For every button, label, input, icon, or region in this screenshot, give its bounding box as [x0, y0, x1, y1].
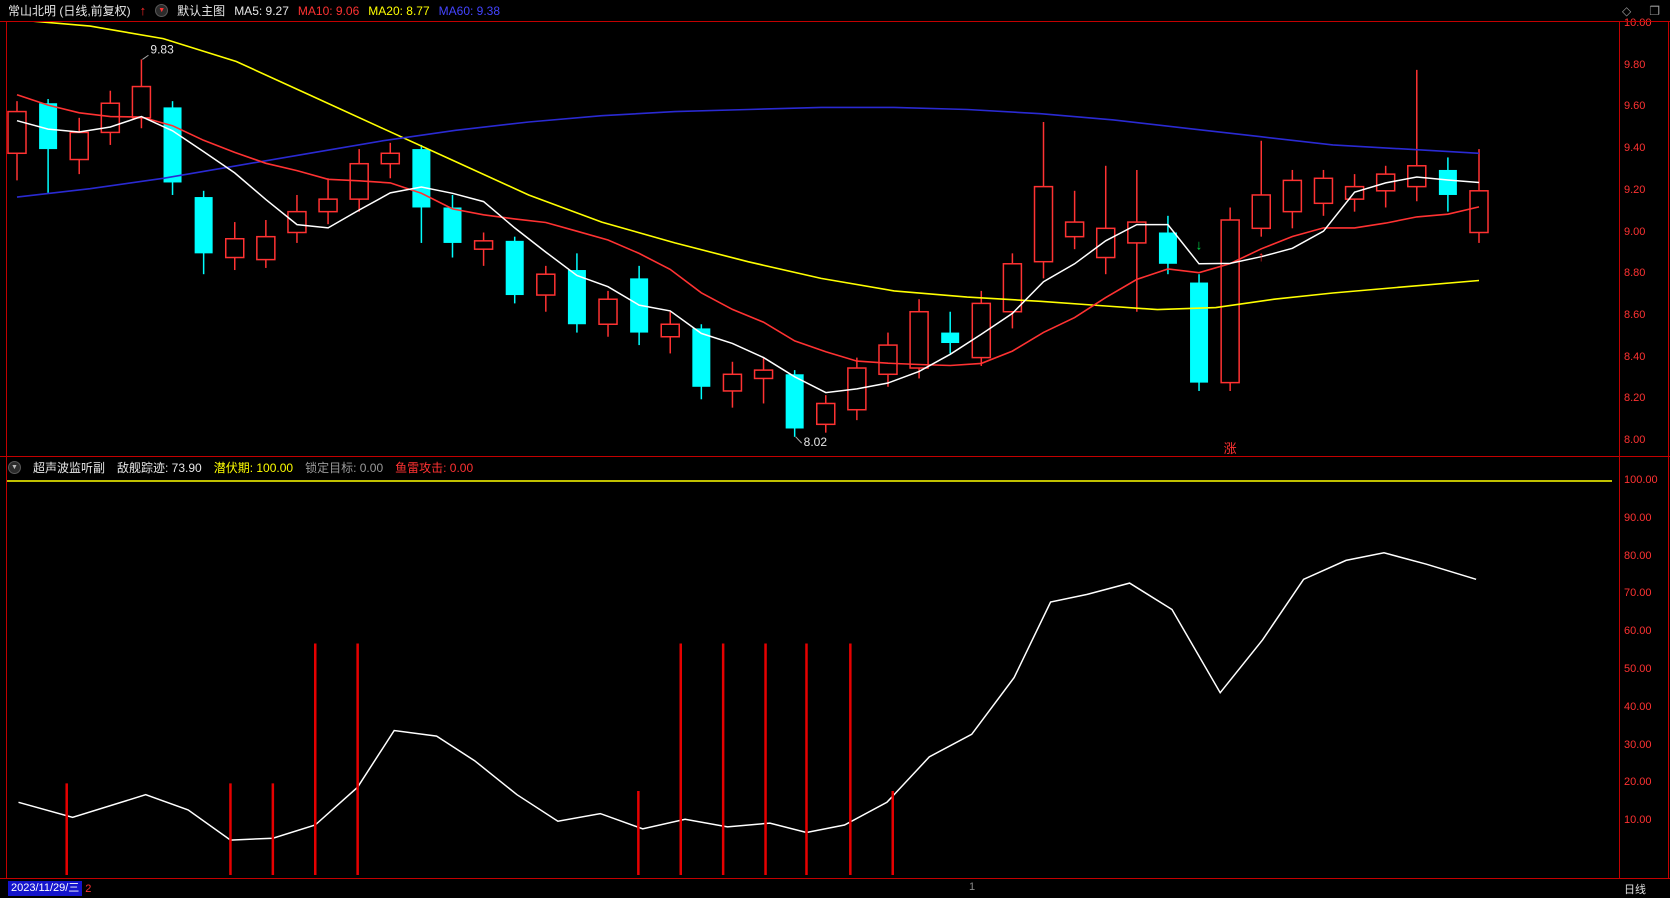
ma60-readout: MA60: 9.38 [438, 3, 501, 18]
date-flag: 2 [85, 882, 92, 895]
indicator-collapse-icon[interactable]: ▼ [8, 460, 21, 474]
preset-label[interactable]: 默认主图 [177, 4, 226, 18]
indicator-selector-icon[interactable]: ▼ [155, 4, 169, 17]
svg-text:↓: ↓ [1196, 236, 1203, 252]
status-bar: 2023/11/29/三 2 1 日线 [0, 879, 1670, 898]
svg-text:9.83: 9.83 [150, 42, 174, 56]
price-axis-tick: 9.60 [1624, 100, 1646, 113]
footer-divider-line [0, 878, 1670, 879]
price-axis-tick: 10.00 [1624, 17, 1652, 29]
price-axis-tick: 8.80 [1624, 267, 1646, 280]
indicator-axis-tick: 50.00 [1624, 663, 1652, 675]
stock-title: 常山北明 (日线,前复权) [8, 4, 131, 18]
date-box[interactable]: 2023/11/29/三 [8, 881, 83, 896]
indicator-canvas[interactable] [0, 477, 1619, 878]
header-divider-line [0, 21, 1670, 22]
price-axis-tick: 9.80 [1624, 58, 1646, 71]
ma5-readout: MA5: 9.27 [234, 3, 289, 18]
indicator-axis-tick: 20.00 [1624, 776, 1652, 789]
main-chart-header: 常山北明 (日线,前复权) ↑ ▼ 默认主图 MA5: 9.27 MA10: 9… [0, 0, 1670, 21]
indicator-axis-tick: 60.00 [1624, 625, 1652, 638]
main-chart-canvas[interactable]: 9.83 8.02 ↓ ↑ 涨 [0, 22, 1619, 456]
diamond-icon[interactable]: ◇ [1622, 3, 1632, 18]
indicator-axis-tick: 100.00 [1624, 474, 1658, 486]
indicator-axis-tick: 40.00 [1624, 700, 1652, 713]
indicator-field-3: 鱼雷攻击: 0.00 [395, 460, 474, 475]
price-axis-tick: 8.20 [1624, 392, 1646, 405]
indicator-name[interactable]: 超声波监听副 [33, 460, 106, 475]
svg-text:↑: ↑ [1258, 248, 1265, 264]
scroll-marker: 1 [969, 881, 976, 893]
svg-text:涨: 涨 [1224, 441, 1237, 456]
indicator-field-2: 锁定目标: 0.00 [305, 460, 384, 475]
price-axis-tick: 8.00 [1624, 434, 1646, 446]
indicator-axis-tick: 80.00 [1624, 549, 1652, 562]
ma20-readout: MA20: 8.77 [368, 3, 430, 18]
price-axis-tick: 9.00 [1624, 225, 1646, 238]
axis-separator-line [1619, 22, 1620, 878]
indicator-axis-tick: 90.00 [1624, 511, 1652, 524]
price-axis-tick: 8.60 [1624, 308, 1646, 321]
indicator-axis-tick: 10.00 [1624, 814, 1652, 827]
ma10-readout: MA10: 9.06 [297, 3, 360, 18]
panel-divider-line [0, 456, 1670, 457]
period-label[interactable]: 日线 [1624, 884, 1646, 896]
indicator-field-0: 敌舰踪迹: 73.90 [117, 460, 202, 475]
layout-icon[interactable]: ❐ [1649, 3, 1660, 18]
left-border-line [6, 22, 7, 878]
indicator-header: ▼ 超声波监听副 敌舰踪迹: 73.90 潜伏期: 100.00 锁定目标: 0… [0, 458, 1618, 476]
svg-text:8.02: 8.02 [804, 435, 828, 449]
indicator-field-1: 潜伏期: 100.00 [213, 460, 294, 475]
price-axis-tick: 8.40 [1624, 350, 1646, 363]
header-toolbar: ◇ ❐ [1622, 0, 1660, 21]
price-axis-tick: 9.20 [1624, 183, 1646, 196]
price-axis-tick: 9.40 [1624, 142, 1646, 155]
indicator-axis-tick: 30.00 [1624, 738, 1652, 751]
right-border-line [1668, 22, 1669, 878]
up-arrow-icon[interactable]: ↑ [139, 3, 147, 18]
indicator-axis-tick: 70.00 [1624, 587, 1652, 600]
